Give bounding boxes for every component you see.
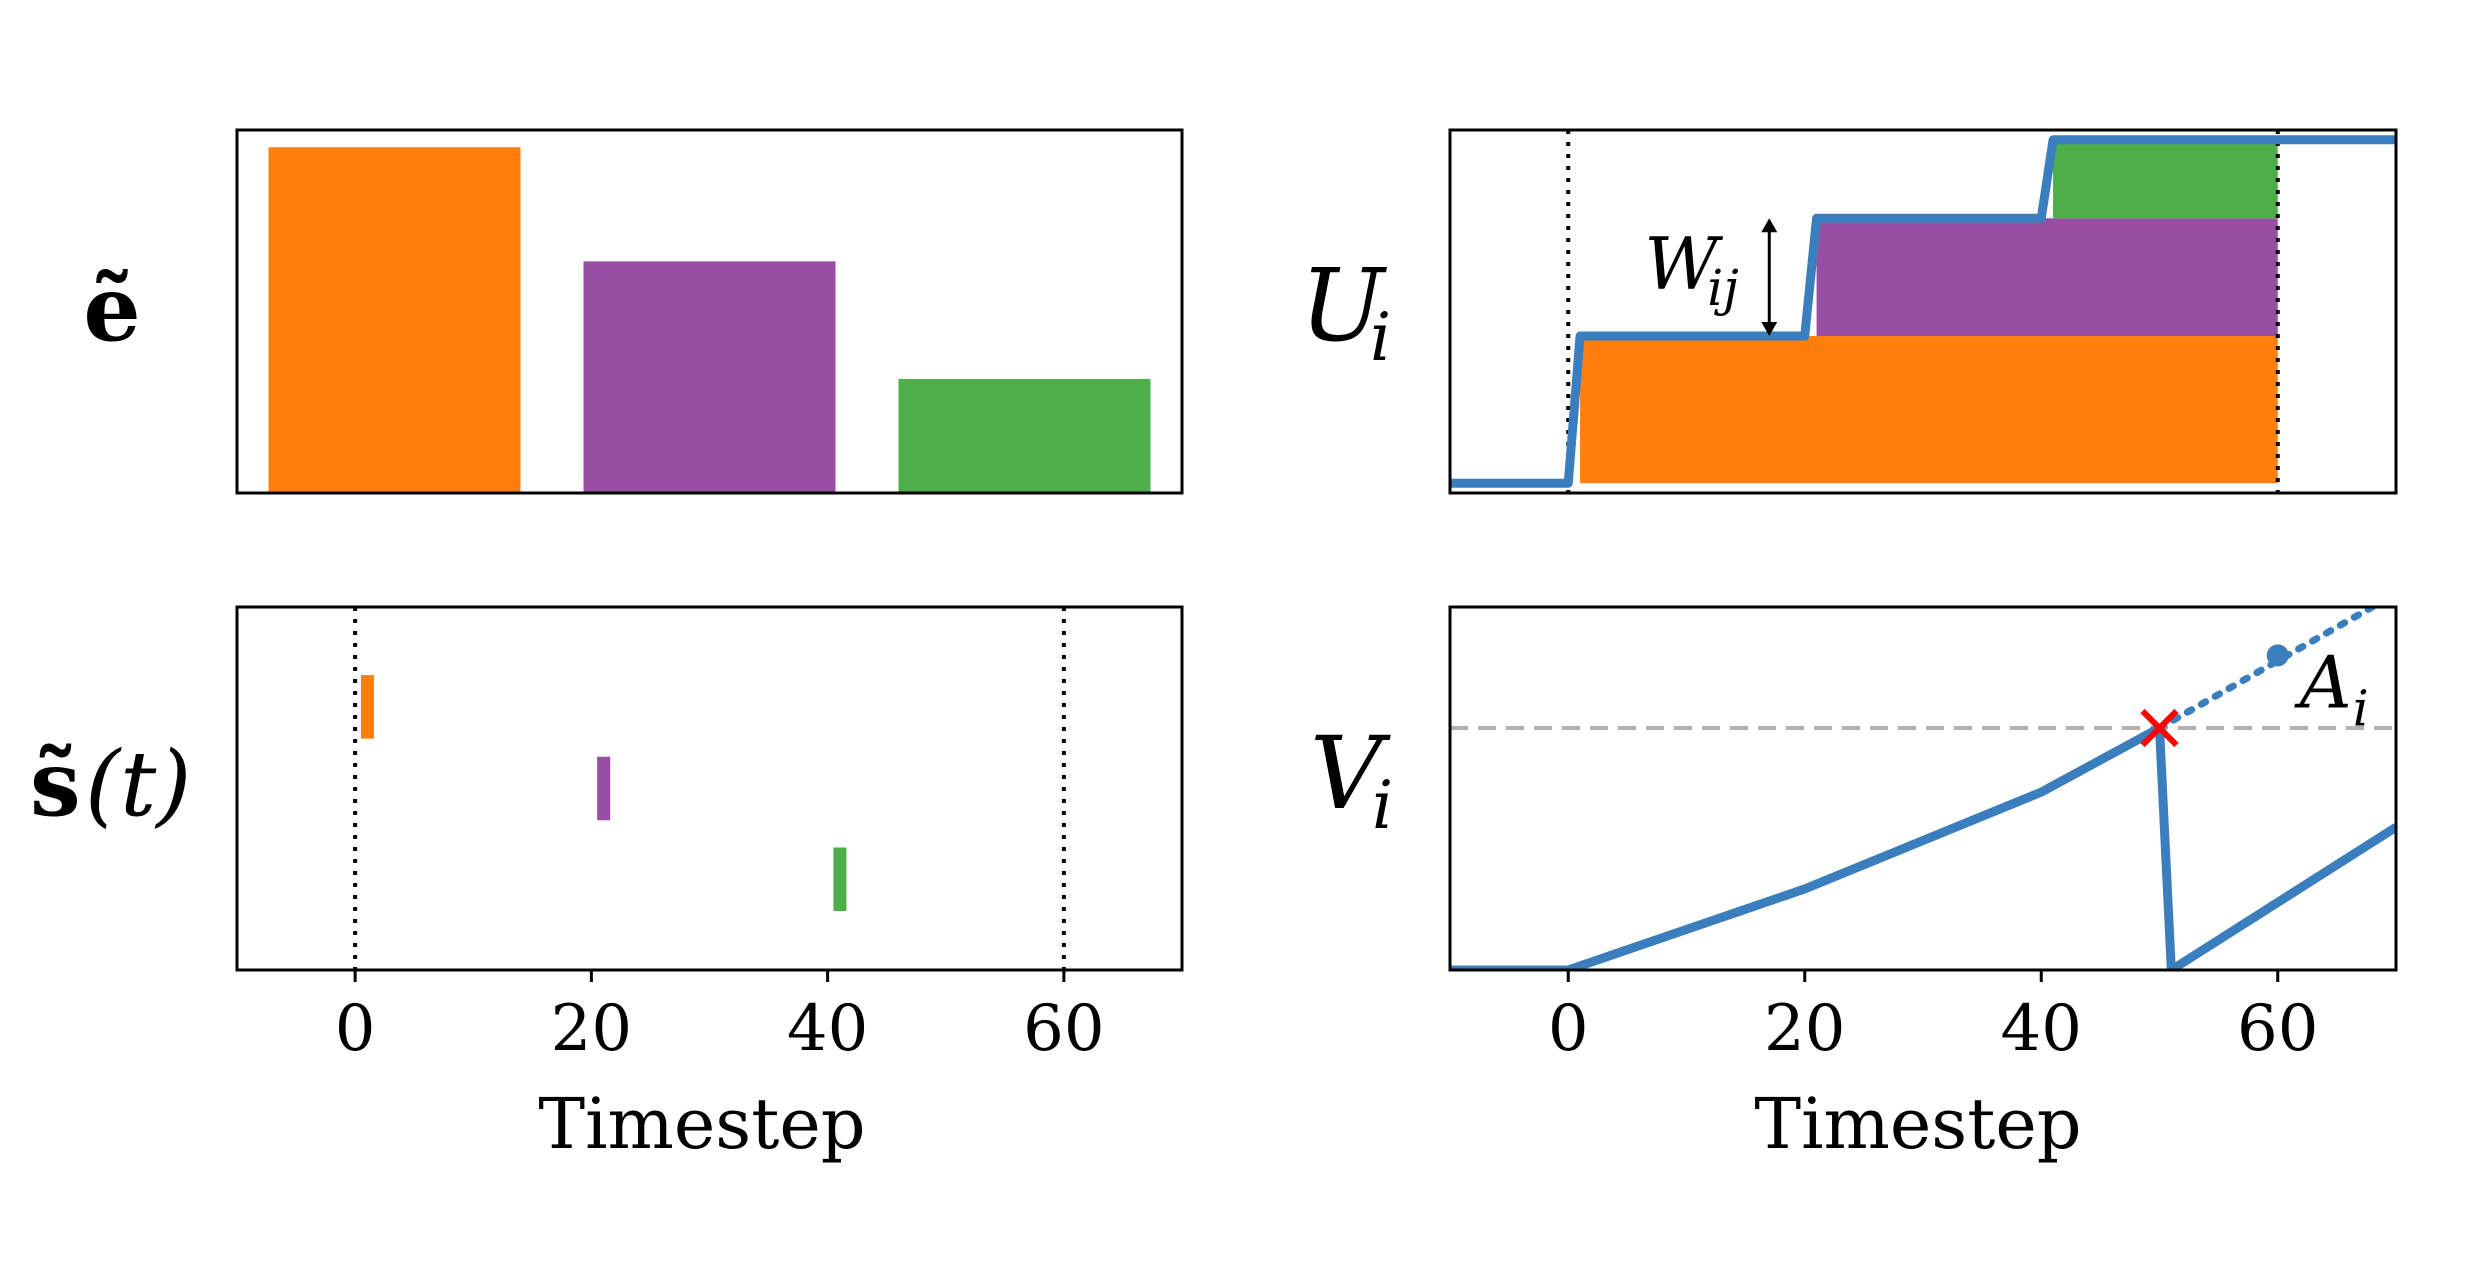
- panel-s-x-tick-label-20: 20: [551, 992, 632, 1066]
- panel-u-plot-area: [1450, 130, 2396, 493]
- series-line-u: [1450, 135, 2396, 488]
- row-label-s-main: s̃: [30, 731, 81, 837]
- row-label-u-sub: i: [1370, 299, 1391, 376]
- annotation-w-arrow-head-top: [1761, 218, 1778, 233]
- x-axis-title-left: Timestep: [538, 1083, 865, 1165]
- panel-v-x-tick-label-0: 0: [1548, 992, 1589, 1066]
- panel-e-frame: [235, 128, 1184, 495]
- spike-cross-stroke-2: [2140, 708, 2179, 748]
- spike-event-orange: [360, 675, 374, 739]
- annotation-w-label-sub: ij: [1707, 259, 1739, 317]
- annotation-a-label-sub: i: [2353, 679, 2369, 737]
- panel-v-plot-area: [1450, 607, 2396, 970]
- panel-u-frame: [1448, 128, 2398, 495]
- annotation-a-label: A: [2294, 640, 2352, 724]
- row-label-s-suffix: (t): [85, 732, 191, 837]
- panel-v-x-tick-label-20: 20: [1764, 992, 1845, 1066]
- bar-orange: [268, 147, 521, 494]
- panel-u-line-chart: Wij: [1448, 128, 2398, 495]
- spike-event-purple: [597, 756, 611, 821]
- panel-v-frame: [1448, 605, 2398, 972]
- spike-event-green: [833, 847, 847, 912]
- panel-v-x-tick-label-60: 60: [2237, 992, 2318, 1066]
- stacked-area-orange: [1580, 336, 2278, 484]
- panel-s-event-chart: 0 20 40 60: [235, 605, 1184, 1066]
- x-axis-title-right: Timestep: [1754, 1083, 2081, 1165]
- bar-purple: [583, 261, 836, 493]
- panel-s-x-tick-label-60: 60: [1023, 992, 1104, 1066]
- panel-e-bar-chart: [235, 128, 1184, 495]
- marker-point-a: [2266, 644, 2289, 667]
- annotation-w-arrow: [1761, 218, 1778, 337]
- bar-green: [898, 378, 1151, 493]
- panel-v-x-tick-label-40: 40: [2001, 992, 2082, 1066]
- row-label-v-sub: i: [1372, 767, 1393, 844]
- series-line-v: [1450, 723, 2396, 970]
- annotation-w-label: W: [1644, 222, 1723, 306]
- row-label-u-main: U: [1300, 247, 1388, 364]
- row-label-v-main: V: [1310, 715, 1391, 832]
- row-label-v: V i: [1310, 715, 1393, 844]
- row-label-s: s̃ (t): [30, 731, 191, 837]
- row-label-e: ẽ: [83, 256, 140, 362]
- spike-cross-marker: [2140, 708, 2179, 748]
- row-label-u: U i: [1300, 247, 1391, 376]
- panel-s-x-tick-label-0: 0: [335, 992, 376, 1066]
- annotation-w-arrow-head-bottom: [1761, 322, 1778, 337]
- stacked-area-purple: [1816, 218, 2278, 337]
- panel-s-frame: [235, 605, 1184, 972]
- panel-s-x-tick-label-40: 40: [787, 992, 868, 1066]
- stacked-area-green: [2053, 139, 2278, 219]
